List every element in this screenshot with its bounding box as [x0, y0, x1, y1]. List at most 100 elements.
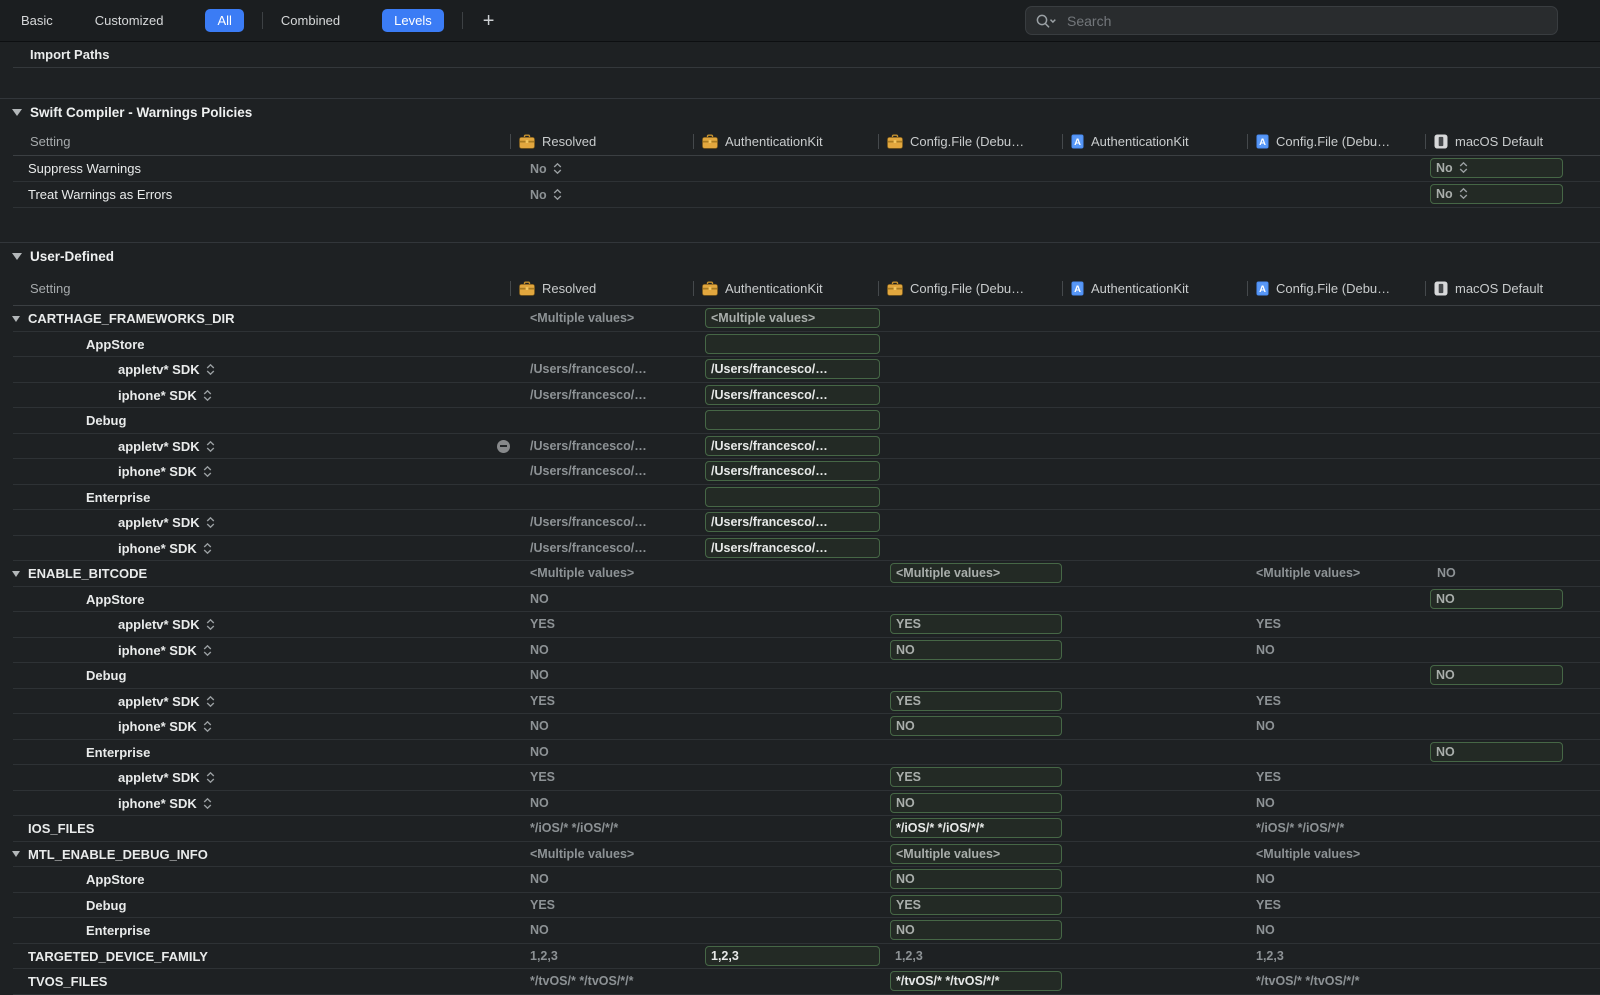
- value-target-level[interactable]: /Users/francesco/…: [705, 461, 880, 481]
- value-resolved[interactable]: NO: [530, 668, 549, 682]
- setting-row[interactable]: ENABLE_BITCODE <Multiple values> <Multiple…: [0, 561, 1600, 587]
- disclosure-triangle-icon[interactable]: [12, 253, 22, 260]
- value-config-file-1[interactable]: */iOS/* */iOS/*/*: [890, 818, 1062, 838]
- disclosure-triangle-icon[interactable]: [12, 570, 20, 577]
- value-macos-default[interactable]: No: [1430, 184, 1563, 204]
- setting-row[interactable]: appletv* SDK YES YES YES: [0, 689, 1600, 715]
- value-config-file-2[interactable]: NO: [1256, 923, 1275, 937]
- value-macos-default[interactable]: NO: [1430, 588, 1563, 609]
- setting-row[interactable]: AppStore: [0, 332, 1600, 358]
- value-target-level[interactable]: /Users/francesco/…: [705, 512, 880, 532]
- value-target-level[interactable]: /Users/francesco/…: [705, 435, 880, 456]
- value-resolved[interactable]: */tvOS/* */tvOS/*/*: [530, 974, 634, 988]
- search-input[interactable]: [1065, 11, 1547, 30]
- value-config-file-1[interactable]: YES: [890, 894, 1062, 915]
- value-config-file-1[interactable]: 1,2,3: [895, 948, 923, 963]
- setting-row-import-paths[interactable]: Import Paths: [0, 42, 1600, 68]
- value-config-file-2[interactable]: YES: [1256, 617, 1282, 631]
- value-resolved[interactable]: NO: [530, 872, 549, 886]
- value-config-file-1[interactable]: <Multiple values>: [890, 563, 1062, 583]
- setting-row[interactable]: TVOS_FILES */tvOS/* */tvOS/*/* */tvOS/* */…: [0, 969, 1600, 995]
- setting-row[interactable]: iphone* SDK/Users/francesco/… /Users/fran…: [0, 459, 1600, 485]
- value-resolved[interactable]: NO: [530, 795, 549, 810]
- value-config-file-1[interactable]: */tvOS/* */tvOS/*/*: [890, 971, 1062, 991]
- value-resolved[interactable]: <Multiple values>: [530, 846, 635, 861]
- value-resolved[interactable]: <Multiple values>: [530, 566, 635, 580]
- value-target-level[interactable]: /Users/francesco/…: [705, 359, 880, 379]
- value-resolved[interactable]: /Users/francesco/…: [530, 515, 647, 529]
- value-resolved[interactable]: No: [530, 182, 562, 208]
- value-config-file-2[interactable]: NO: [1256, 642, 1275, 657]
- value-resolved[interactable]: /Users/francesco/…: [530, 387, 647, 402]
- setting-row[interactable]: Enterprise: [0, 485, 1600, 511]
- setting-row[interactable]: Enterprise NO NO NO: [0, 918, 1600, 944]
- value-macos-default[interactable]: NO: [1437, 566, 1456, 580]
- add-build-setting-button[interactable]: +: [482, 9, 495, 32]
- value-resolved[interactable]: /Users/francesco/…: [530, 540, 647, 555]
- value-config-file-1[interactable]: NO: [890, 920, 1062, 940]
- value-config-file-2[interactable]: <Multiple values>: [1256, 846, 1361, 861]
- setting-row[interactable]: appletv* SDK/Users/francesco/… /Users/fra…: [0, 434, 1600, 460]
- value-resolved[interactable]: /Users/francesco/…: [530, 438, 647, 453]
- setting-row[interactable]: iphone* SDK NO NO NO: [0, 714, 1600, 740]
- value-config-file-1[interactable]: YES: [890, 767, 1062, 787]
- setting-row[interactable]: IOS_FILES */iOS/* */iOS/*/* */iOS/* */iOS/…: [0, 816, 1600, 842]
- setting-row[interactable]: AppStore NO NO: [0, 587, 1600, 613]
- setting-row[interactable]: Debug NO NO: [0, 663, 1600, 689]
- value-resolved[interactable]: YES: [530, 617, 556, 631]
- value-target-level[interactable]: 1,2,3: [705, 945, 880, 966]
- value-config-file-2[interactable]: NO: [1256, 872, 1275, 886]
- value-target-level[interactable]: /Users/francesco/…: [705, 537, 880, 558]
- setting-row[interactable]: appletv* SDK/Users/francesco/… /Users/fra…: [0, 510, 1600, 536]
- value-resolved[interactable]: YES: [530, 770, 556, 784]
- setting-row[interactable]: Enterprise NO NO: [0, 740, 1600, 766]
- value-target-level[interactable]: [705, 486, 880, 507]
- setting-row[interactable]: appletv* SDK YES YES YES: [0, 765, 1600, 791]
- value-config-file-2[interactable]: YES: [1256, 897, 1282, 912]
- value-resolved[interactable]: YES: [530, 693, 556, 708]
- value-config-file-1[interactable]: YES: [890, 690, 1062, 711]
- value-config-file-2[interactable]: YES: [1256, 693, 1282, 708]
- value-config-file-1[interactable]: NO: [890, 869, 1062, 889]
- value-resolved[interactable]: NO: [530, 642, 549, 657]
- value-target-level[interactable]: [705, 410, 880, 430]
- value-resolved[interactable]: */iOS/* */iOS/*/*: [530, 821, 619, 835]
- value-config-file-2[interactable]: */iOS/* */iOS/*/*: [1256, 821, 1345, 835]
- value-config-file-1[interactable]: NO: [890, 792, 1062, 813]
- tab-customized[interactable]: Customized: [94, 13, 164, 28]
- value-config-file-1[interactable]: NO: [890, 716, 1062, 736]
- setting-row[interactable]: Debug: [0, 408, 1600, 434]
- setting-row[interactable]: appletv* SDK YES YES YES: [0, 612, 1600, 638]
- value-config-file-2[interactable]: */tvOS/* */tvOS/*/*: [1256, 974, 1360, 988]
- value-resolved[interactable]: NO: [530, 719, 549, 733]
- value-config-file-2[interactable]: NO: [1256, 795, 1275, 810]
- tab-levels[interactable]: Levels: [382, 9, 444, 32]
- value-resolved[interactable]: 1,2,3: [530, 948, 558, 963]
- value-resolved[interactable]: NO: [530, 591, 549, 606]
- setting-row[interactable]: Treat Warnings as Errors No No: [0, 182, 1600, 208]
- setting-row[interactable]: Debug YES YES YES: [0, 893, 1600, 919]
- disclosure-triangle-icon[interactable]: [12, 851, 20, 857]
- value-resolved[interactable]: NO: [530, 744, 549, 759]
- setting-row[interactable]: TARGETED_DEVICE_FAMILY 1,2,3 1,2,3 1,2,3 1,2…: [0, 944, 1600, 970]
- setting-row[interactable]: Suppress Warnings No No: [0, 156, 1600, 182]
- value-resolved[interactable]: No: [530, 156, 562, 182]
- value-resolved[interactable]: /Users/francesco/…: [530, 464, 647, 478]
- value-config-file-2[interactable]: NO: [1256, 719, 1275, 733]
- setting-row[interactable]: iphone* SDK/Users/francesco/… /Users/fran…: [0, 383, 1600, 409]
- setting-row[interactable]: CARTHAGE_FRAMEWORKS_DIR <Multiple values>…: [0, 306, 1600, 332]
- value-config-file-2[interactable]: <Multiple values>: [1256, 566, 1361, 580]
- value-macos-default[interactable]: NO: [1430, 665, 1563, 685]
- value-target-level[interactable]: [705, 333, 880, 354]
- value-config-file-1[interactable]: <Multiple values>: [890, 843, 1062, 864]
- value-macos-default[interactable]: NO: [1430, 741, 1563, 762]
- value-config-file-2[interactable]: YES: [1256, 770, 1282, 784]
- value-resolved[interactable]: /Users/francesco/…: [530, 362, 647, 376]
- search-field[interactable]: [1025, 6, 1558, 35]
- tab-all[interactable]: All: [205, 9, 244, 32]
- disclosure-triangle-icon[interactable]: [12, 109, 22, 116]
- value-config-file-2[interactable]: 1,2,3: [1256, 948, 1284, 963]
- value-resolved[interactable]: NO: [530, 923, 549, 937]
- value-resolved[interactable]: YES: [530, 897, 556, 912]
- value-target-level[interactable]: <Multiple values>: [705, 308, 880, 328]
